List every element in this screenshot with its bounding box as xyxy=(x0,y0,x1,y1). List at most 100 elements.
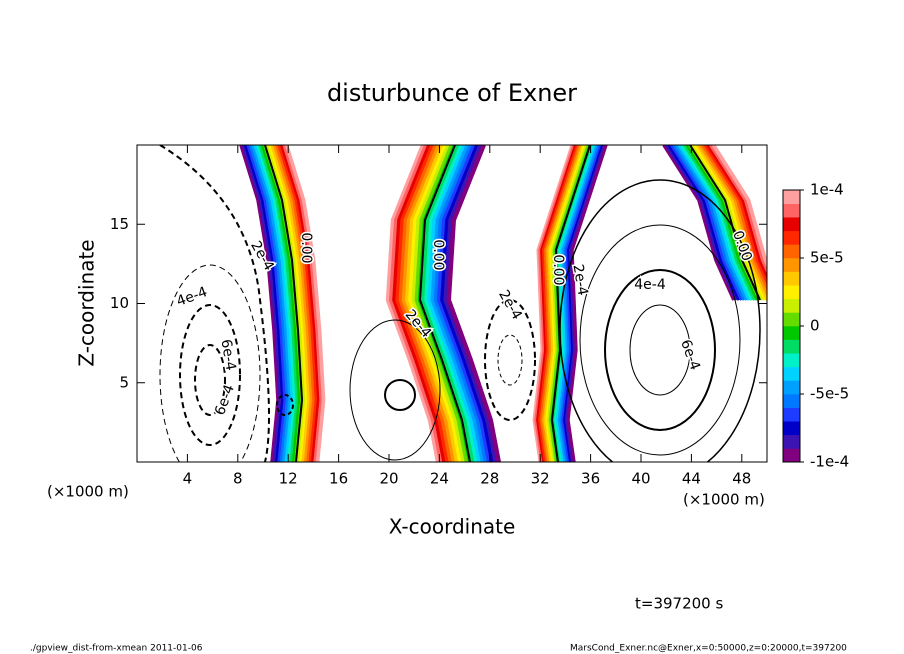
colorbar-band xyxy=(783,244,800,259)
field-band xyxy=(258,145,300,462)
contour-label: 6e-4 xyxy=(677,337,703,372)
field-band xyxy=(675,145,749,301)
contour-label: 4e-4 xyxy=(174,284,209,310)
x-tick-label: 44 xyxy=(682,470,701,488)
field-band xyxy=(701,145,767,292)
field-band xyxy=(420,145,476,462)
field-band xyxy=(680,145,754,301)
field-band xyxy=(248,145,290,462)
x-unit-label: (×1000 m) xyxy=(47,483,129,501)
colorbar-band xyxy=(783,203,800,218)
zero-contour xyxy=(550,145,591,462)
field-band xyxy=(260,145,302,462)
field-band xyxy=(427,145,482,462)
colorbar-band xyxy=(783,380,800,395)
field-band xyxy=(270,145,312,462)
colorbar-tick-label: -1e-4 xyxy=(810,453,849,471)
field-band xyxy=(388,145,444,462)
colorbar-band xyxy=(783,285,800,300)
chart-title: disturbunce of Exner xyxy=(327,79,577,107)
field-band xyxy=(664,145,739,301)
field-band xyxy=(685,145,760,301)
contour-label: 2e-4 xyxy=(569,263,590,297)
field-band xyxy=(537,145,579,462)
field-band xyxy=(265,145,307,462)
colorbar-band xyxy=(783,190,800,204)
colorbar-band xyxy=(783,366,800,381)
colorbar-band xyxy=(783,434,800,449)
colorbar-band xyxy=(783,339,800,354)
field-band xyxy=(662,145,736,301)
colorbar-band xyxy=(783,394,800,408)
contour-label: 6e-4 xyxy=(212,382,238,417)
x-axis-label: X-coordinate xyxy=(389,515,516,539)
zero-contour xyxy=(689,145,761,301)
field-band xyxy=(443,145,498,462)
field-band xyxy=(561,145,603,462)
field-band xyxy=(277,145,319,462)
field-band xyxy=(545,145,587,462)
field-band xyxy=(398,145,453,462)
y-tick-label: 15 xyxy=(110,215,129,233)
field-band xyxy=(392,145,447,462)
field-band xyxy=(683,145,757,301)
field-band xyxy=(670,145,744,301)
zero-contour xyxy=(264,145,304,462)
x-tick-label: 36 xyxy=(581,470,600,488)
colorbar-band xyxy=(783,298,800,313)
colorbar-band xyxy=(783,448,800,463)
field-band xyxy=(557,145,599,462)
field-band xyxy=(241,145,283,462)
field-band xyxy=(541,145,583,462)
field-band xyxy=(395,145,450,462)
x-tick-label: 16 xyxy=(329,470,348,488)
field-band xyxy=(564,145,606,462)
field-band xyxy=(667,145,741,301)
contour-label: 0.00 xyxy=(298,232,314,263)
colorbar-tick-label: 5e-5 xyxy=(810,249,844,267)
field-band xyxy=(693,145,767,301)
colorbar-band xyxy=(783,312,800,327)
x-tick-label: 28 xyxy=(480,470,499,488)
y-tick-label: 5 xyxy=(119,373,129,391)
colorbar-band xyxy=(783,271,800,286)
colorbar-band xyxy=(783,258,800,272)
contour-label: 6e-4 xyxy=(217,338,238,372)
field-band xyxy=(440,145,495,462)
field-band xyxy=(424,145,479,462)
zero-contour xyxy=(418,145,471,462)
field-band xyxy=(385,145,441,462)
field-band xyxy=(677,145,752,301)
field-band xyxy=(706,145,767,280)
field-band xyxy=(554,145,596,462)
y-axis-label: Z-coordinate xyxy=(75,239,99,366)
field-band xyxy=(446,145,501,462)
x-tick-label: 24 xyxy=(430,470,449,488)
x-tick-label: 40 xyxy=(631,470,650,488)
footer: MarsCond_Exner.nc@Exner,x=0:50000,z=0:20… xyxy=(570,644,847,654)
field-band xyxy=(548,145,590,462)
field-band xyxy=(709,145,767,274)
field-band xyxy=(251,145,292,462)
field-band xyxy=(555,145,597,462)
colorbar-band xyxy=(783,353,800,368)
field-band xyxy=(546,145,588,462)
field-band xyxy=(408,145,463,462)
contour-label: 0.00 xyxy=(550,254,566,285)
field-band xyxy=(559,145,601,462)
field-band xyxy=(430,145,485,462)
field-band xyxy=(534,145,576,462)
field-band xyxy=(566,145,608,462)
colorbar-band xyxy=(783,326,800,340)
field-band xyxy=(282,145,324,462)
field-band xyxy=(711,145,767,269)
x-tick-label: 12 xyxy=(279,470,298,488)
field-band xyxy=(246,145,288,462)
contour-label: 4e-4 xyxy=(634,277,666,293)
field-band xyxy=(256,145,297,462)
field-band xyxy=(543,145,585,462)
field-band xyxy=(563,145,605,462)
contour-lines xyxy=(159,145,761,462)
field-band xyxy=(532,145,574,462)
